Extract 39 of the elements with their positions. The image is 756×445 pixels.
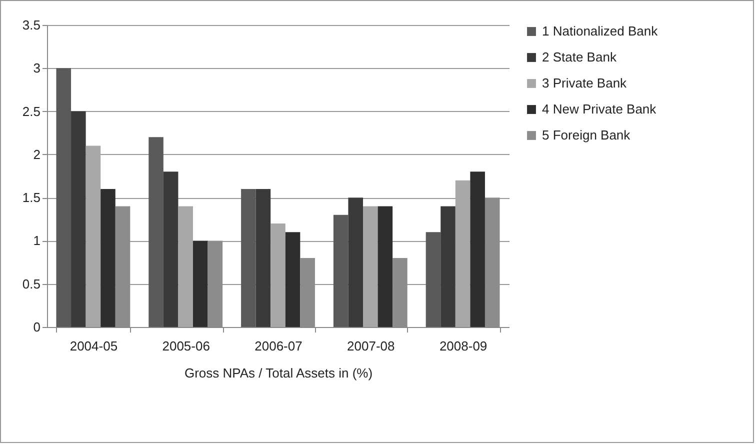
bar [163,172,178,327]
y-tick-label: 1 [33,233,40,248]
bar [56,68,72,327]
x-tick-label: 2006-07 [254,338,302,354]
bar [285,232,300,327]
bar [455,180,470,327]
bar [86,146,101,327]
bar [348,198,364,327]
bar [378,206,393,327]
bar [440,206,456,327]
x-tick-label: 2005-06 [162,338,210,354]
bar [363,206,378,327]
bar [192,240,208,327]
bar [333,214,348,327]
legend-label: 4 New Private Bank [542,102,657,116]
legend-label: 2 State Bank [542,50,617,64]
legend-label: 1 Nationalized Bank [542,24,658,38]
bar [100,188,116,327]
bar [71,111,86,327]
y-tick-label: 0.5 [22,276,40,292]
y-tick-label: 1.5 [22,190,40,206]
x-tick-label: 2007-08 [347,338,395,354]
y-tick-label: 3 [33,60,40,76]
bar [256,188,271,327]
y-tick-label: 0 [33,320,40,334]
legend-label: 5 Foreign Bank [542,128,631,142]
x-tick-label: 2008-09 [439,338,488,354]
bar [470,172,485,327]
bar [178,206,193,327]
bar [241,188,256,327]
x-tick-label: 2004-05 [70,338,118,354]
legend-label: 3 Private Bank [542,76,628,90]
bar [270,223,286,327]
y-tick-label: 3.5 [22,18,40,32]
x-axis-title: Gross NPAs / Total Assets in (%) [184,366,373,380]
y-tick-label: 2.5 [22,104,40,119]
y-tick-label: 2 [33,146,40,162]
bar [148,137,164,327]
bar [426,232,441,327]
